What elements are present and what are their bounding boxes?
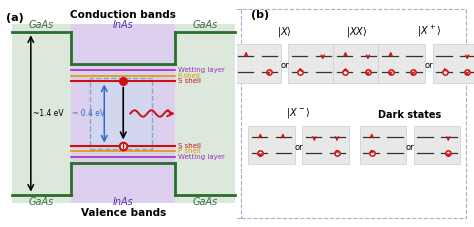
Text: or: or: [294, 143, 303, 152]
Text: Wetting layer: Wetting layer: [178, 154, 225, 160]
Bar: [12, 24, 71, 203]
Text: GaAs: GaAs: [29, 197, 54, 207]
Text: P shell: P shell: [178, 148, 201, 155]
FancyBboxPatch shape: [248, 126, 295, 164]
FancyBboxPatch shape: [413, 126, 460, 164]
Text: P-shell: P-shell: [178, 72, 201, 79]
Text: $|XX\rangle$: $|XX\rangle$: [346, 25, 367, 39]
Text: or: or: [406, 143, 414, 152]
Text: $|X^-\rangle$: $|X^-\rangle$: [286, 106, 311, 120]
Text: InAs: InAs: [113, 197, 134, 207]
FancyBboxPatch shape: [378, 44, 425, 83]
FancyBboxPatch shape: [359, 126, 406, 164]
Text: Dark states: Dark states: [378, 110, 442, 120]
FancyBboxPatch shape: [90, 78, 152, 149]
Bar: [175, 24, 235, 203]
Text: Valence bands: Valence bands: [81, 208, 166, 218]
Text: or: or: [280, 61, 289, 70]
Text: (b): (b): [251, 10, 269, 20]
Text: ~1.4 eV: ~1.4 eV: [33, 109, 64, 118]
Bar: [71, 24, 175, 203]
Text: (a): (a): [6, 13, 24, 23]
FancyBboxPatch shape: [240, 9, 465, 218]
Text: $|X^+\rangle$: $|X^+\rangle$: [417, 23, 441, 39]
Text: or: or: [425, 61, 433, 70]
FancyBboxPatch shape: [302, 126, 349, 164]
FancyBboxPatch shape: [234, 44, 281, 83]
FancyBboxPatch shape: [432, 44, 474, 83]
Text: GaAs: GaAs: [192, 20, 218, 30]
Text: Conduction bands: Conduction bands: [70, 10, 176, 20]
Text: S shell: S shell: [178, 79, 201, 84]
Text: GaAs: GaAs: [29, 20, 54, 30]
Bar: [12, 24, 235, 203]
Text: ~ 0.4 eV: ~ 0.4 eV: [73, 109, 105, 118]
Text: Wetting layer: Wetting layer: [178, 67, 225, 73]
FancyBboxPatch shape: [288, 44, 335, 83]
Text: InAs: InAs: [113, 20, 134, 30]
Text: GaAs: GaAs: [192, 197, 218, 207]
Text: $|X\rangle$: $|X\rangle$: [277, 25, 292, 39]
FancyBboxPatch shape: [333, 44, 380, 83]
Text: S shell: S shell: [178, 143, 201, 148]
